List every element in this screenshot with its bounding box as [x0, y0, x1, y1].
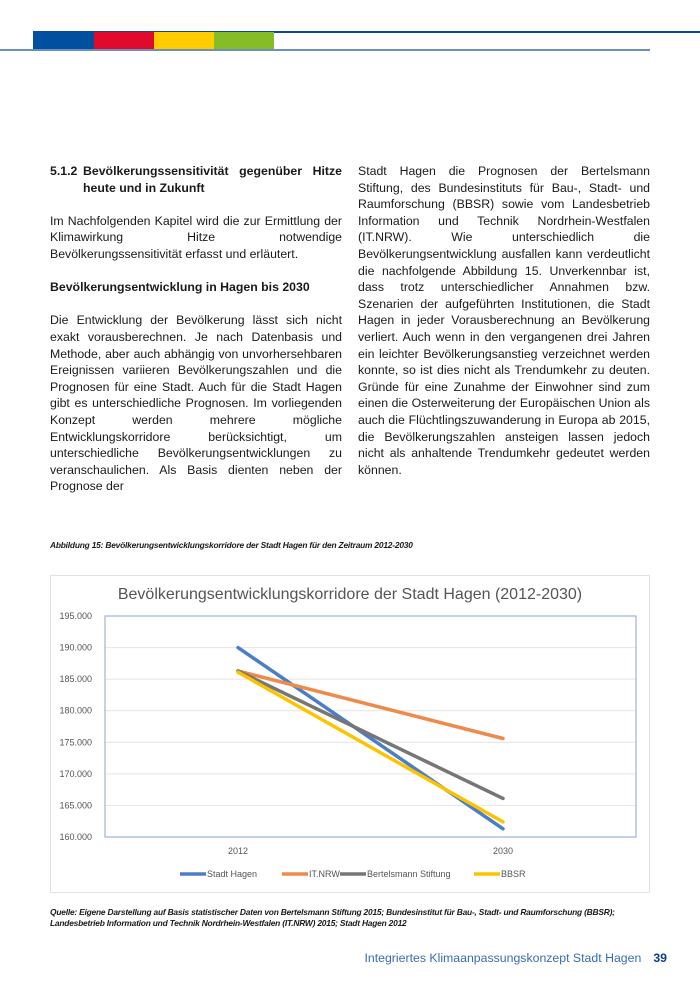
- figure-caption: Abbildung 15: Bevölkerungsentwicklungsko…: [50, 540, 413, 550]
- legend-label: BBSR: [501, 869, 526, 879]
- subheading: Bevölkerungsentwicklung in Hagen bis 203…: [50, 280, 310, 295]
- left-column: 5.1.2 Bevölkerungssensitivität gegenüber…: [50, 163, 342, 511]
- color-block-blue: [33, 32, 94, 50]
- figure-source: Quelle: Eigene Darstellung auf Basis sta…: [50, 907, 615, 928]
- y-tick-label: 195.000: [59, 611, 92, 621]
- header-underline: [0, 49, 650, 51]
- section-number: 5.1.2: [50, 164, 78, 178]
- y-tick-label: 170.000: [59, 769, 92, 779]
- legend-label: IT.NRW: [309, 869, 340, 879]
- y-tick-label: 190.000: [59, 643, 92, 653]
- header-line: [33, 31, 700, 33]
- y-tick-label: 180.000: [59, 706, 92, 716]
- color-block-yellow: [154, 32, 214, 50]
- section-title: Bevölkerungssensitivität gegenüber Hitze…: [83, 164, 342, 195]
- y-tick-label: 175.000: [59, 737, 92, 747]
- y-tick-label: 165.000: [59, 800, 92, 810]
- body-paragraph: Die Entwicklung der Bevölkerung lässt si…: [50, 313, 342, 494]
- legend-label: Stadt Hagen: [207, 869, 257, 879]
- body-paragraph: Stadt Hagen die Prognosen der Bertelsman…: [358, 164, 650, 477]
- y-tick-label: 160.000: [59, 832, 92, 842]
- series-line-it-nrw: [236, 669, 505, 741]
- page-footer: Integriertes Klimaanpassungskonzept Stad…: [364, 951, 667, 965]
- series-line-bertelsmann-stiftung: [236, 669, 505, 801]
- footer-title: Integriertes Klimaanpassungskonzept Stad…: [364, 951, 642, 965]
- series-line-bbsr: [236, 670, 505, 824]
- y-tick-label: 185.000: [59, 674, 92, 684]
- plot-area: [104, 615, 637, 838]
- color-block-green: [214, 32, 274, 50]
- population-chart: Bevölkerungsentwicklungskorridore der St…: [50, 575, 650, 893]
- color-block-red: [94, 32, 154, 50]
- chart-title: Bevölkerungsentwicklungskorridore der St…: [118, 586, 582, 603]
- page-number: 39: [653, 951, 667, 965]
- right-column: Stadt Hagen die Prognosen der Bertelsman…: [358, 163, 650, 495]
- legend-label: Bertelsmann Stiftung: [367, 869, 451, 879]
- x-tick-label: 2030: [493, 846, 513, 856]
- section-heading: 5.1.2 Bevölkerungssensitivität gegenüber…: [50, 163, 342, 196]
- x-tick-label: 2012: [228, 846, 248, 856]
- intro-paragraph: Im Nachfolgenden Kapitel wird die zur Er…: [50, 213, 342, 261]
